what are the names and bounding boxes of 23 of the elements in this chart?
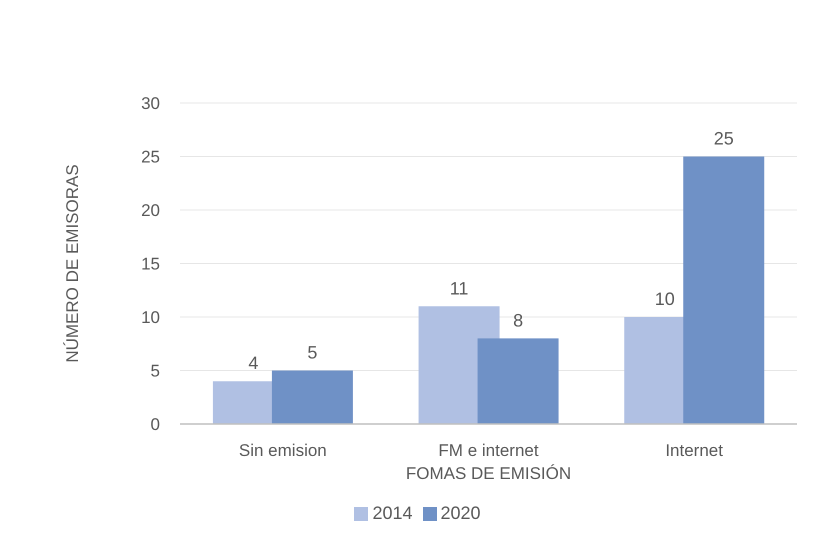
data-label: 8	[513, 310, 524, 330]
data-label: 25	[714, 128, 734, 148]
y-tick-label: 5	[150, 362, 160, 381]
x-tick-label: FM e internet	[438, 441, 539, 460]
y-tick-label: 10	[141, 308, 160, 328]
data-label: 4	[248, 353, 258, 374]
bar	[478, 338, 559, 424]
data-label: 5	[307, 342, 318, 362]
y-tick-label: 30	[141, 94, 160, 114]
data-label: 10	[654, 289, 675, 309]
legend-label: 2020	[440, 503, 481, 523]
bar	[683, 156, 764, 424]
x-axis-title: FOMAS DE EMISIÓN	[406, 464, 572, 483]
y-axis-title: NÚMERO DE EMISORAS	[63, 164, 82, 363]
y-tick-label: 0	[150, 415, 160, 434]
x-tick-label: Sin emision	[238, 441, 327, 460]
y-tick-label: 15	[141, 254, 160, 274]
y-tick-label: 25	[141, 148, 160, 167]
data-label: 11	[450, 278, 468, 298]
x-tick-label: Internet	[665, 441, 724, 460]
bar	[272, 370, 353, 424]
legend-label: 2014	[372, 503, 412, 523]
y-tick-label: 20	[141, 201, 160, 220]
